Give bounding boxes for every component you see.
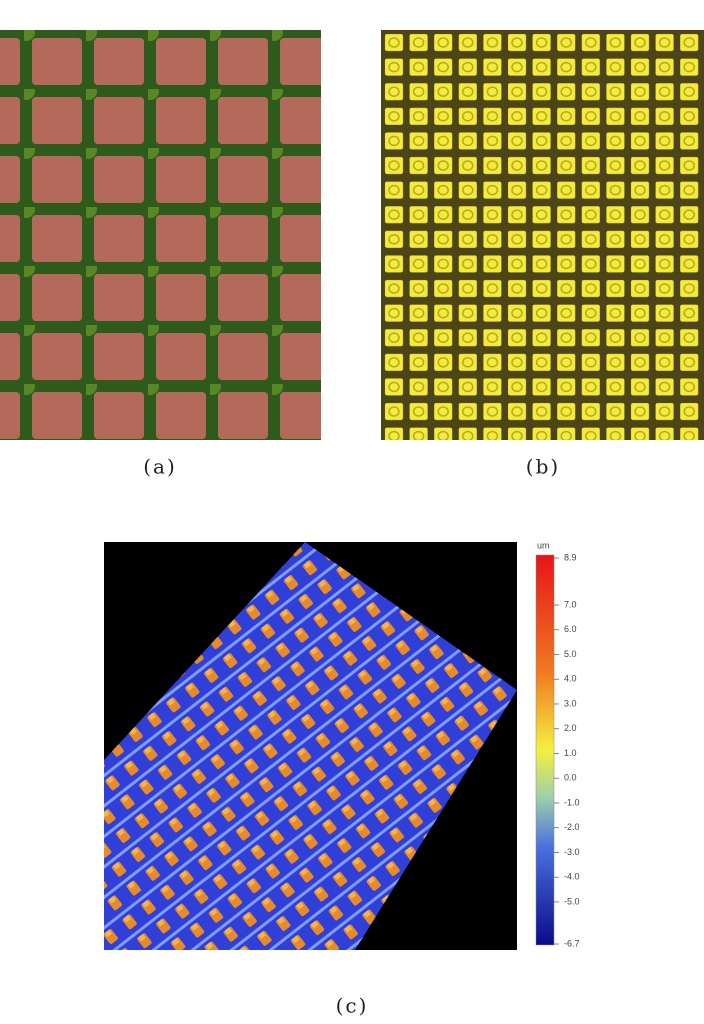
tick-label: -2.0 [564, 822, 580, 832]
tick-label: 4.0 [564, 674, 577, 684]
tick-label: 6.0 [564, 624, 577, 634]
tick-label: 1.0 [564, 748, 577, 758]
micrograph-a [0, 30, 321, 440]
tick-label: -4.0 [564, 872, 580, 882]
pillar-surface [104, 542, 517, 950]
colorbar [535, 554, 555, 946]
tick-label: 5.0 [564, 649, 577, 659]
tick-label: 0.0 [564, 773, 577, 783]
tick-label: 8.9 [564, 552, 577, 562]
micrograph-b [381, 30, 704, 440]
tick-label: 2.0 [564, 723, 577, 733]
colorbar-unit: um [537, 540, 550, 550]
tick-label: 7.0 [564, 599, 577, 609]
caption: (b) [526, 455, 560, 479]
tick-label: -1.0 [564, 797, 580, 807]
caption: (a) [143, 455, 177, 479]
caption: (c) [336, 994, 369, 1018]
tick-label: -3.0 [564, 847, 580, 857]
tick-label: 3.0 [564, 698, 577, 708]
tick-label: -6.7 [564, 938, 580, 948]
tick-label: -5.0 [564, 896, 580, 906]
